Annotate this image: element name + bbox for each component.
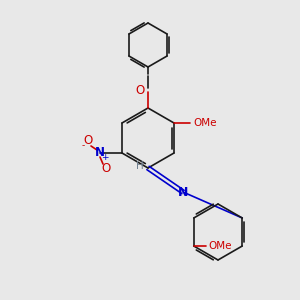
Text: O: O: [135, 83, 145, 97]
Text: O: O: [101, 163, 111, 176]
Text: O: O: [83, 134, 93, 148]
Text: OMe: OMe: [193, 118, 217, 128]
Text: OMe: OMe: [209, 241, 232, 251]
Text: -: -: [81, 142, 85, 151]
Text: N: N: [178, 185, 188, 199]
Text: H: H: [136, 161, 144, 171]
Text: +: +: [101, 152, 109, 161]
Text: N: N: [95, 146, 105, 160]
